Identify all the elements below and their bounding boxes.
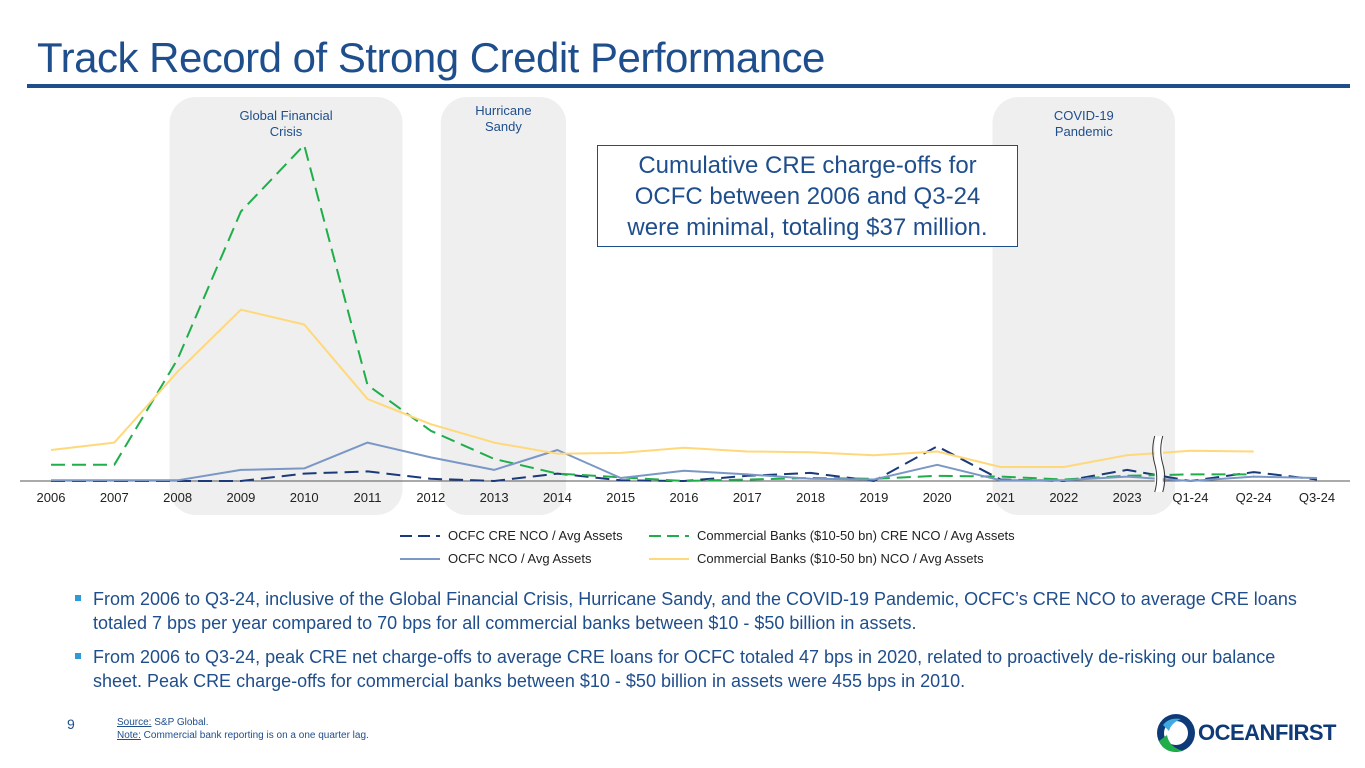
period-shade: [992, 97, 1176, 515]
series-lines: [50, 144, 1318, 482]
legend-label-bank-nco: Commercial Banks ($10-50 bn) NCO / Avg A…: [697, 551, 984, 566]
x-tick-label: 2015: [606, 490, 635, 505]
x-tick-label: 2011: [354, 490, 382, 505]
bullet-item: From 2006 to Q3-24, inclusive of the Glo…: [75, 587, 1305, 635]
x-tick-label: Q1-24: [1172, 490, 1208, 505]
source-label: Source:: [117, 717, 152, 728]
series-line-1: [51, 144, 1254, 482]
logo-mark-icon: [1157, 714, 1195, 752]
page-title: Track Record of Strong Credit Performanc…: [37, 34, 825, 81]
legend-item-bank-nco: Commercial Banks ($10-50 bn) NCO / Avg A…: [649, 551, 984, 566]
period-label: Sandy: [485, 119, 522, 134]
x-tick-label: 2017: [733, 490, 762, 505]
logo-wordmark: OCEANFIRST: [1198, 720, 1337, 745]
x-tick-label: 2022: [1049, 490, 1078, 505]
axis-break-line: [1160, 435, 1166, 493]
legend-label-bank-cre: Commercial Banks ($10-50 bn) CRE NCO / A…: [697, 528, 1015, 543]
x-tick-label: 2019: [859, 490, 888, 505]
axis-break-gap: [1154, 436, 1163, 492]
x-tick-label: 2023: [1113, 490, 1142, 505]
legend-item-ocfc-cre: OCFC CRE NCO / Avg Assets: [400, 528, 623, 543]
source-text: S&P Global.: [151, 717, 209, 728]
x-tick-label: 2006: [37, 490, 66, 505]
page-number: 9: [67, 716, 75, 732]
legend-label-ocfc-nco: OCFC NCO / Avg Assets: [448, 551, 592, 566]
period-shade: [169, 97, 403, 515]
legend-swatch-bank-cre: [649, 534, 689, 537]
x-tick-label: 2013: [480, 490, 509, 505]
x-tick-label: 2014: [543, 490, 572, 505]
series-line-0: [51, 445, 1318, 482]
x-tick-label: 2020: [923, 490, 952, 505]
x-tick-label: 2018: [796, 490, 825, 505]
period-label: Hurricane: [475, 103, 531, 118]
note-text: Commercial bank reporting is on a one qu…: [140, 730, 369, 741]
series-line-2: [51, 441, 1318, 482]
legend-swatch-ocfc-nco: [400, 557, 440, 560]
oceanfirst-logo: OCEANFIRST: [1155, 711, 1345, 755]
footnote: Source: S&P Global. Note: Commercial ban…: [117, 716, 369, 742]
legend-item-ocfc-nco: OCFC NCO / Avg Assets: [400, 551, 592, 566]
axis-break-line: [1152, 435, 1158, 493]
period-label: Crisis: [270, 124, 303, 139]
bullet-text: From 2006 to Q3-24, inclusive of the Glo…: [93, 589, 1297, 633]
cre-chargeoff-callout: Cumulative CRE charge-offs for OCFC betw…: [597, 145, 1018, 247]
title-divider: [27, 84, 1350, 88]
legend-swatch-ocfc-cre: [400, 534, 440, 537]
period-shade: [440, 97, 567, 515]
period-label: COVID-19: [1054, 108, 1114, 123]
x-tick-label: 2008: [163, 490, 192, 505]
bullet-marker: [75, 595, 81, 601]
x-axis: 2006 2007 2008 2009 2010 2011 2012 2013 2014 2015…: [20, 480, 1350, 505]
period-label: Pandemic: [1055, 124, 1113, 139]
summary-bullets: From 2006 to Q3-24, inclusive of the Glo…: [75, 587, 1305, 703]
x-tick-label: Q3-24: [1299, 490, 1335, 505]
bullet-text: From 2006 to Q3-24, peak CRE net charge-…: [93, 647, 1276, 691]
x-tick-label: 2012: [416, 490, 445, 505]
x-tick-label: Q2-24: [1236, 490, 1272, 505]
period-label: Global Financial: [239, 108, 332, 123]
bullet-marker: [75, 653, 81, 659]
x-tick-label: 2009: [226, 490, 255, 505]
x-tick-label: 2016: [670, 490, 699, 505]
legend-label-ocfc-cre: OCFC CRE NCO / Avg Assets: [448, 528, 623, 543]
x-tick-label: 2007: [100, 490, 129, 505]
x-tick-label: 2021: [986, 490, 1015, 505]
legend-swatch-bank-nco: [649, 557, 689, 560]
series-line-3: [50, 308, 1254, 468]
bullet-item: From 2006 to Q3-24, peak CRE net charge-…: [75, 645, 1305, 693]
legend-item-bank-cre: Commercial Banks ($10-50 bn) CRE NCO / A…: [649, 528, 1015, 543]
x-tick-label: 2010: [290, 490, 319, 505]
note-label: Note:: [117, 730, 141, 741]
axis-break-marker: [1152, 435, 1166, 493]
